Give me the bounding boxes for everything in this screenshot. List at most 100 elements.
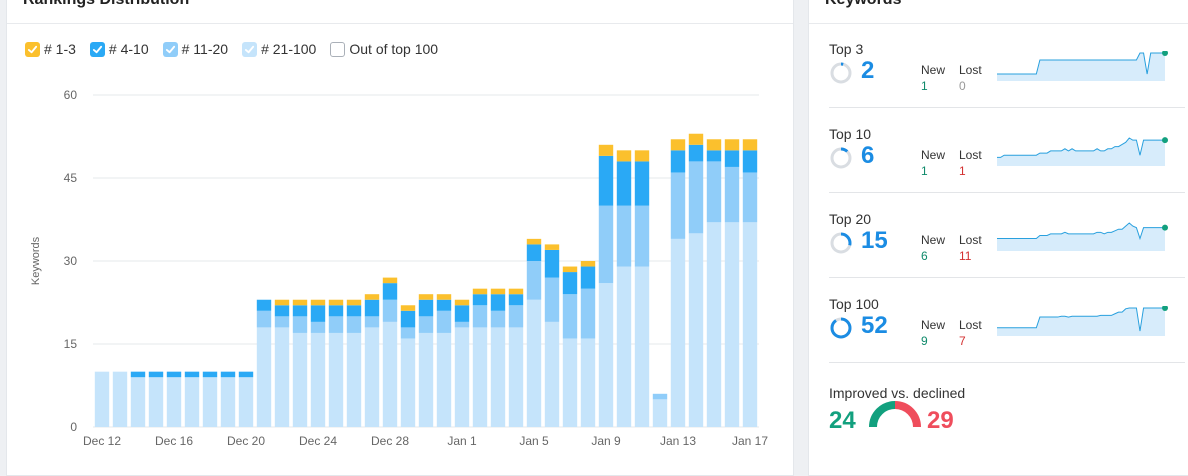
checkbox-checked-icon[interactable] (242, 41, 258, 57)
legend-item[interactable]: # 11-20 (162, 41, 228, 57)
bar-segment[interactable] (724, 222, 740, 427)
bar-segment[interactable] (526, 238, 542, 245)
bar-segment[interactable] (706, 222, 722, 427)
bar-segment[interactable] (490, 310, 506, 328)
bar-segment[interactable] (256, 299, 272, 311)
bar-segment[interactable] (130, 377, 146, 427)
bar-segment[interactable] (706, 150, 722, 162)
bar-segment[interactable] (580, 266, 596, 289)
bar-segment[interactable] (454, 327, 470, 427)
checkbox-checked-icon[interactable] (89, 41, 105, 57)
bar-segment[interactable] (364, 316, 380, 328)
bar-segment[interactable] (598, 205, 614, 284)
bar-segment[interactable] (472, 294, 488, 306)
bar-segment[interactable] (418, 316, 434, 333)
bar-segment[interactable] (454, 305, 470, 322)
legend-item[interactable]: # 1-3 (25, 41, 76, 57)
bar-segment[interactable] (328, 305, 344, 317)
bar-segment[interactable] (580, 261, 596, 267)
bar-segment[interactable] (616, 161, 632, 206)
bar-segment[interactable] (310, 305, 326, 322)
bar-segment[interactable] (670, 238, 686, 427)
keyword-group[interactable]: Top 3 2 New Lost 1 0 (829, 41, 1185, 121)
bar-segment[interactable] (400, 310, 416, 328)
bar-segment[interactable] (346, 316, 362, 333)
bar-segment[interactable] (688, 133, 704, 145)
bar-segment[interactable] (580, 338, 596, 427)
bar-segment[interactable] (724, 139, 740, 151)
bar-segment[interactable] (274, 327, 290, 427)
bar-segment[interactable] (616, 150, 632, 162)
bar-segment[interactable] (220, 377, 236, 427)
bar-segment[interactable] (544, 277, 560, 322)
bar-segment[interactable] (400, 327, 416, 339)
bar-segment[interactable] (544, 249, 560, 278)
bar-segment[interactable] (202, 371, 218, 378)
bar-segment[interactable] (94, 371, 110, 427)
bar-segment[interactable] (310, 332, 326, 427)
bar-segment[interactable] (508, 327, 524, 427)
legend-item[interactable]: Out of top 100 (330, 41, 438, 57)
bar-segment[interactable] (382, 299, 398, 322)
bar-segment[interactable] (544, 244, 560, 250)
bar-segment[interactable] (634, 205, 650, 267)
bar-segment[interactable] (490, 294, 506, 311)
bar-segment[interactable] (562, 338, 578, 427)
bar-segment[interactable] (364, 299, 380, 317)
bar-segment[interactable] (292, 305, 308, 317)
keyword-group[interactable]: Top 100 52 New Lost 9 7 (829, 296, 1185, 376)
bar-segment[interactable] (742, 172, 758, 223)
legend-item[interactable]: # 4-10 (89, 41, 149, 57)
bar-segment[interactable] (292, 332, 308, 427)
bar-segment[interactable] (670, 139, 686, 151)
bar-segment[interactable] (742, 150, 758, 173)
bar-segment[interactable] (292, 316, 308, 333)
bar-segment[interactable] (508, 305, 524, 328)
bar-segment[interactable] (598, 283, 614, 427)
keyword-group[interactable]: Top 10 6 New Lost 1 1 (829, 126, 1185, 206)
bar-segment[interactable] (436, 299, 452, 311)
bar-segment[interactable] (256, 327, 272, 427)
bar-segment[interactable] (238, 371, 254, 378)
bar-segment[interactable] (580, 288, 596, 339)
bar-segment[interactable] (328, 332, 344, 427)
bar-segment[interactable] (634, 266, 650, 427)
bar-segment[interactable] (688, 144, 704, 162)
bar-segment[interactable] (166, 377, 182, 427)
bar-segment[interactable] (436, 294, 452, 300)
bar-segment[interactable] (328, 316, 344, 333)
bar-segment[interactable] (634, 161, 650, 206)
bar-segment[interactable] (508, 294, 524, 306)
bar-segment[interactable] (526, 244, 542, 261)
bar-segment[interactable] (130, 371, 146, 378)
bar-segment[interactable] (688, 233, 704, 427)
bar-segment[interactable] (418, 294, 434, 300)
bar-segment[interactable] (202, 377, 218, 427)
bar-segment[interactable] (418, 332, 434, 427)
bar-segment[interactable] (706, 139, 722, 151)
bar-segment[interactable] (238, 377, 254, 427)
bar-segment[interactable] (508, 288, 524, 295)
bar-segment[interactable] (688, 161, 704, 234)
bar-segment[interactable] (184, 377, 200, 427)
bar-segment[interactable] (562, 266, 578, 273)
bar-segment[interactable] (490, 327, 506, 427)
legend-item[interactable]: # 21-100 (242, 41, 316, 57)
bar-segment[interactable] (364, 327, 380, 427)
bar-segment[interactable] (454, 299, 470, 306)
bar-segment[interactable] (490, 288, 506, 295)
bar-segment[interactable] (652, 399, 668, 427)
bar-segment[interactable] (310, 299, 326, 306)
bar-segment[interactable] (274, 305, 290, 317)
bar-segment[interactable] (670, 172, 686, 239)
bar-segment[interactable] (436, 332, 452, 427)
bar-segment[interactable] (346, 332, 362, 427)
bar-segment[interactable] (598, 144, 614, 156)
bar-segment[interactable] (346, 299, 362, 306)
bar-segment[interactable] (274, 316, 290, 328)
bar-segment[interactable] (526, 299, 542, 427)
checkbox-checked-icon[interactable] (162, 41, 178, 57)
bar-segment[interactable] (364, 294, 380, 300)
bar-segment[interactable] (724, 150, 740, 167)
bar-segment[interactable] (652, 393, 668, 400)
